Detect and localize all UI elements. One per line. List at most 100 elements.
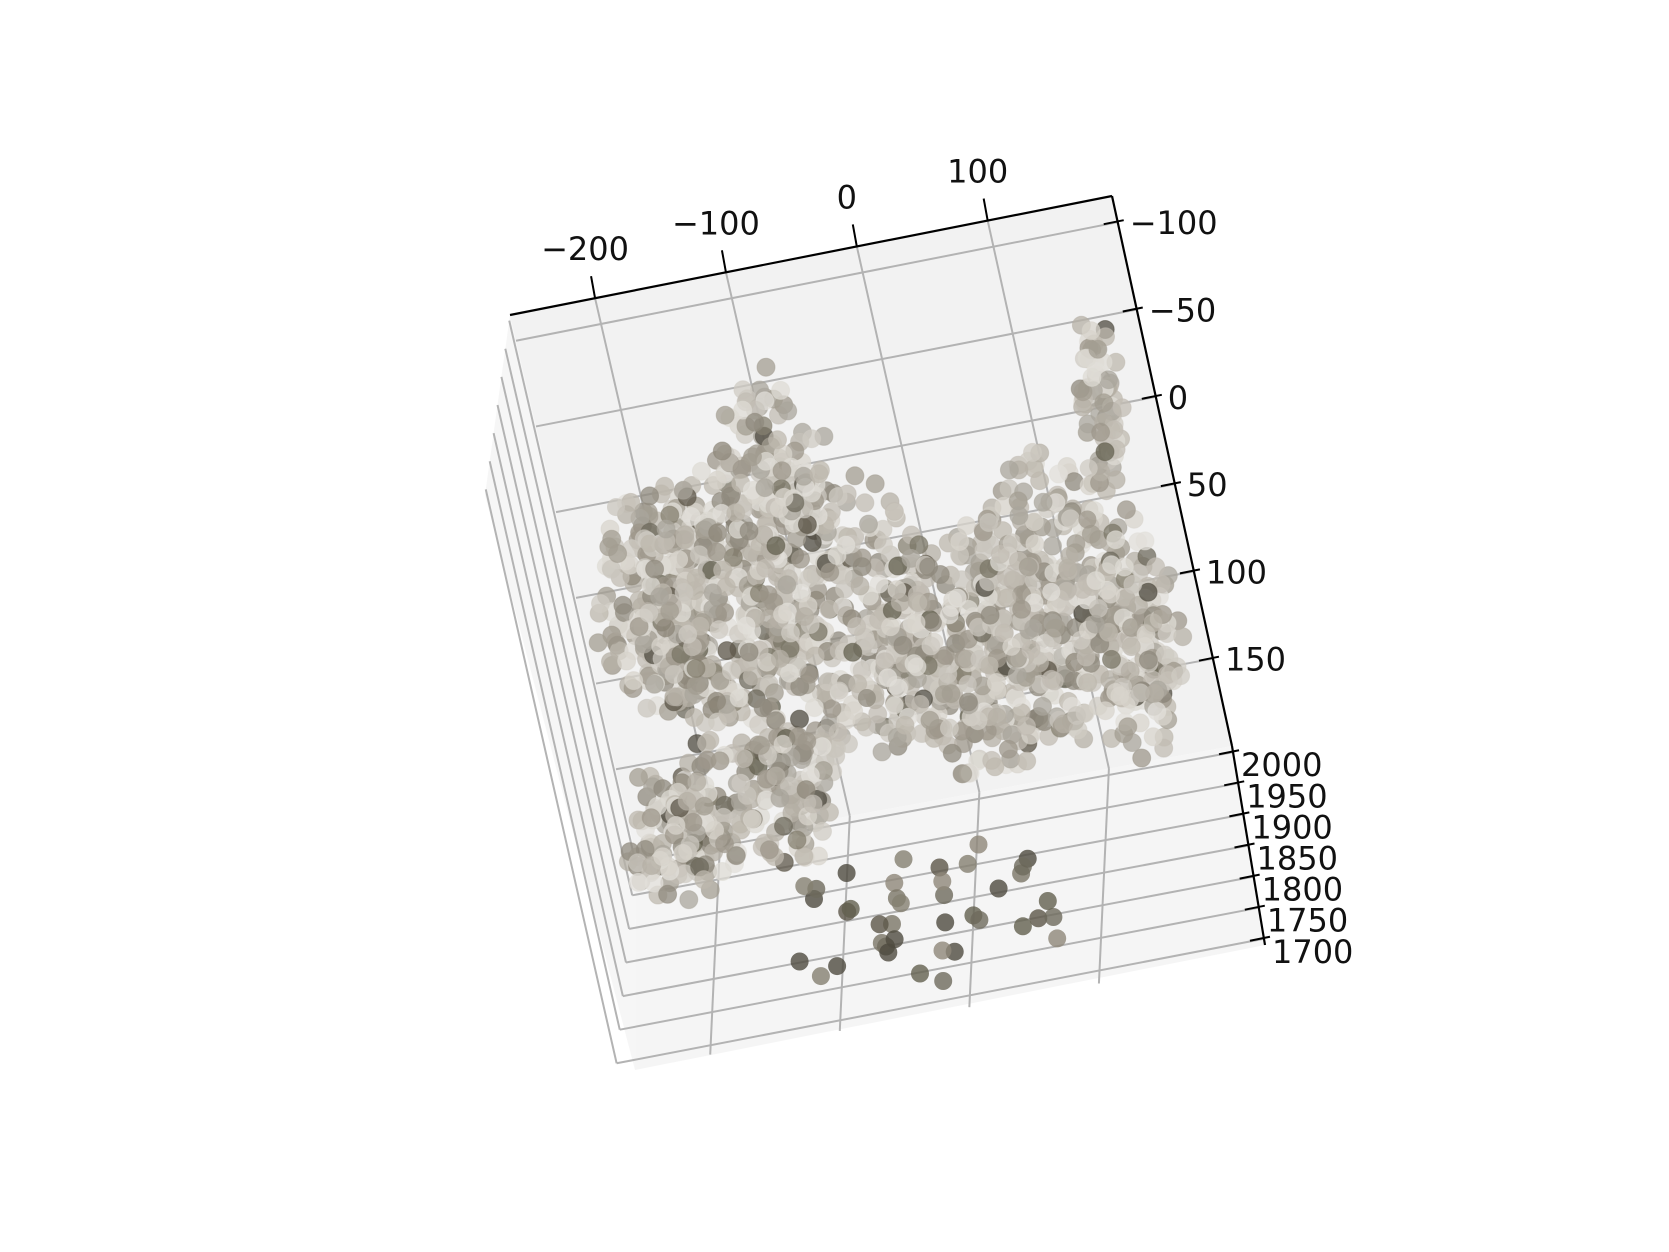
scatter-point <box>629 617 649 637</box>
scatter-point <box>717 641 737 661</box>
scatter-point <box>708 523 728 543</box>
scatter-point <box>1147 701 1167 721</box>
scatter-point <box>1073 579 1093 599</box>
x-tick-label-3: 100 <box>947 153 1008 191</box>
scatter-point <box>859 514 878 534</box>
scatter-point-dark <box>934 972 953 990</box>
scatter-point <box>1009 506 1029 526</box>
scatter-point <box>1007 665 1027 685</box>
scatter-point <box>628 872 648 892</box>
z-gridline-left-0 <box>484 489 618 1064</box>
z-tick-label-0: 1700 <box>1272 933 1353 971</box>
scatter-point <box>773 734 793 754</box>
scatter-point <box>651 636 671 656</box>
scatter-point <box>875 652 895 672</box>
scatter-point <box>666 815 686 835</box>
scatter-point <box>1106 530 1126 550</box>
x-tick-label-1: −100 <box>672 204 760 242</box>
x-tick-mark-2 <box>851 224 858 247</box>
scatter-point <box>1143 727 1163 747</box>
scatter-point <box>1067 706 1087 725</box>
scatter-point <box>645 559 665 579</box>
z-tick-label-6: 2000 <box>1241 746 1322 784</box>
scatter-point-dark <box>894 850 913 869</box>
scatter-point <box>709 620 729 640</box>
scatter-point <box>689 545 709 565</box>
scatter-point <box>908 593 928 613</box>
scatter-point <box>1146 557 1166 577</box>
scatter-point <box>1138 582 1158 602</box>
z-tick-label-5: 1950 <box>1246 777 1327 815</box>
scatter-point <box>1082 367 1102 387</box>
scatter-point <box>1005 688 1025 708</box>
y-tick-label-4: 100 <box>1206 553 1267 591</box>
scatter-point <box>641 808 661 828</box>
scatter-point <box>686 568 706 588</box>
y-tick-label-5: 150 <box>1225 641 1286 679</box>
scatter-point <box>1021 640 1041 660</box>
scatter-point <box>707 691 727 711</box>
scatter-point <box>1132 748 1152 768</box>
scatter-point <box>1095 701 1115 721</box>
scatter-point <box>939 718 959 738</box>
scatter-point <box>742 666 762 686</box>
scatter-point <box>705 820 725 840</box>
scatter-point <box>656 618 676 638</box>
scatter-point <box>878 668 898 688</box>
scatter-point <box>999 460 1019 480</box>
scatter-point <box>634 634 654 654</box>
scatter-point <box>768 430 787 450</box>
scatter-point <box>694 796 714 816</box>
y-axis-line <box>1110 195 1234 747</box>
scatter-point <box>734 749 754 769</box>
scatter-point <box>697 733 716 753</box>
scatter-point <box>712 862 732 881</box>
scatter-point <box>715 602 735 622</box>
scatter-point-dark <box>885 873 904 892</box>
scatter-point <box>1073 382 1093 402</box>
scatter-point <box>921 636 941 656</box>
scatter-point-3 <box>703 583 722 602</box>
scatter-point <box>881 617 900 637</box>
scatter-point-10 <box>911 695 930 713</box>
scatter-point <box>986 673 1006 692</box>
scatter-point <box>794 846 814 866</box>
scatter-point <box>751 735 771 755</box>
scatter-point <box>923 612 942 632</box>
scatter-point <box>906 613 926 633</box>
scatter-point-dark <box>935 886 954 905</box>
scatter-point-7 <box>830 681 849 700</box>
scatter-point <box>968 711 988 731</box>
scatter-point-1 <box>640 534 659 553</box>
y-tick-label-3: 50 <box>1187 466 1228 504</box>
scatter-point <box>753 698 773 718</box>
scatter-point <box>872 742 892 762</box>
x-gridline-front-1 <box>838 815 851 1031</box>
scatter-point <box>683 812 703 832</box>
scatter-point <box>990 544 1010 564</box>
scatter-point <box>721 661 741 681</box>
scatter-point <box>855 493 875 513</box>
scatter-point <box>865 474 885 494</box>
z-tick-label-2: 1800 <box>1262 871 1343 909</box>
x-axis-ticks: −200 −100 0 100 <box>541 153 1008 299</box>
scatter-point-dark <box>969 835 988 854</box>
scatter-point <box>819 599 839 619</box>
scatter-point <box>835 579 855 599</box>
scatter-point <box>1157 624 1177 643</box>
scatter-point <box>726 503 746 523</box>
scatter-point <box>939 605 959 625</box>
scatter-point <box>772 461 792 481</box>
scatter-point-11 <box>935 685 953 704</box>
scatter-point <box>847 617 867 636</box>
scatter-point <box>715 834 734 854</box>
y-tick-label-2: 0 <box>1168 379 1188 417</box>
scatter-point <box>745 412 765 432</box>
scatter-point-13 <box>980 656 999 675</box>
scatter-point <box>790 677 810 697</box>
scatter-point <box>1081 321 1101 341</box>
scatter-point <box>588 633 608 653</box>
scatter-point <box>733 400 753 420</box>
scatter-point <box>1099 370 1118 390</box>
